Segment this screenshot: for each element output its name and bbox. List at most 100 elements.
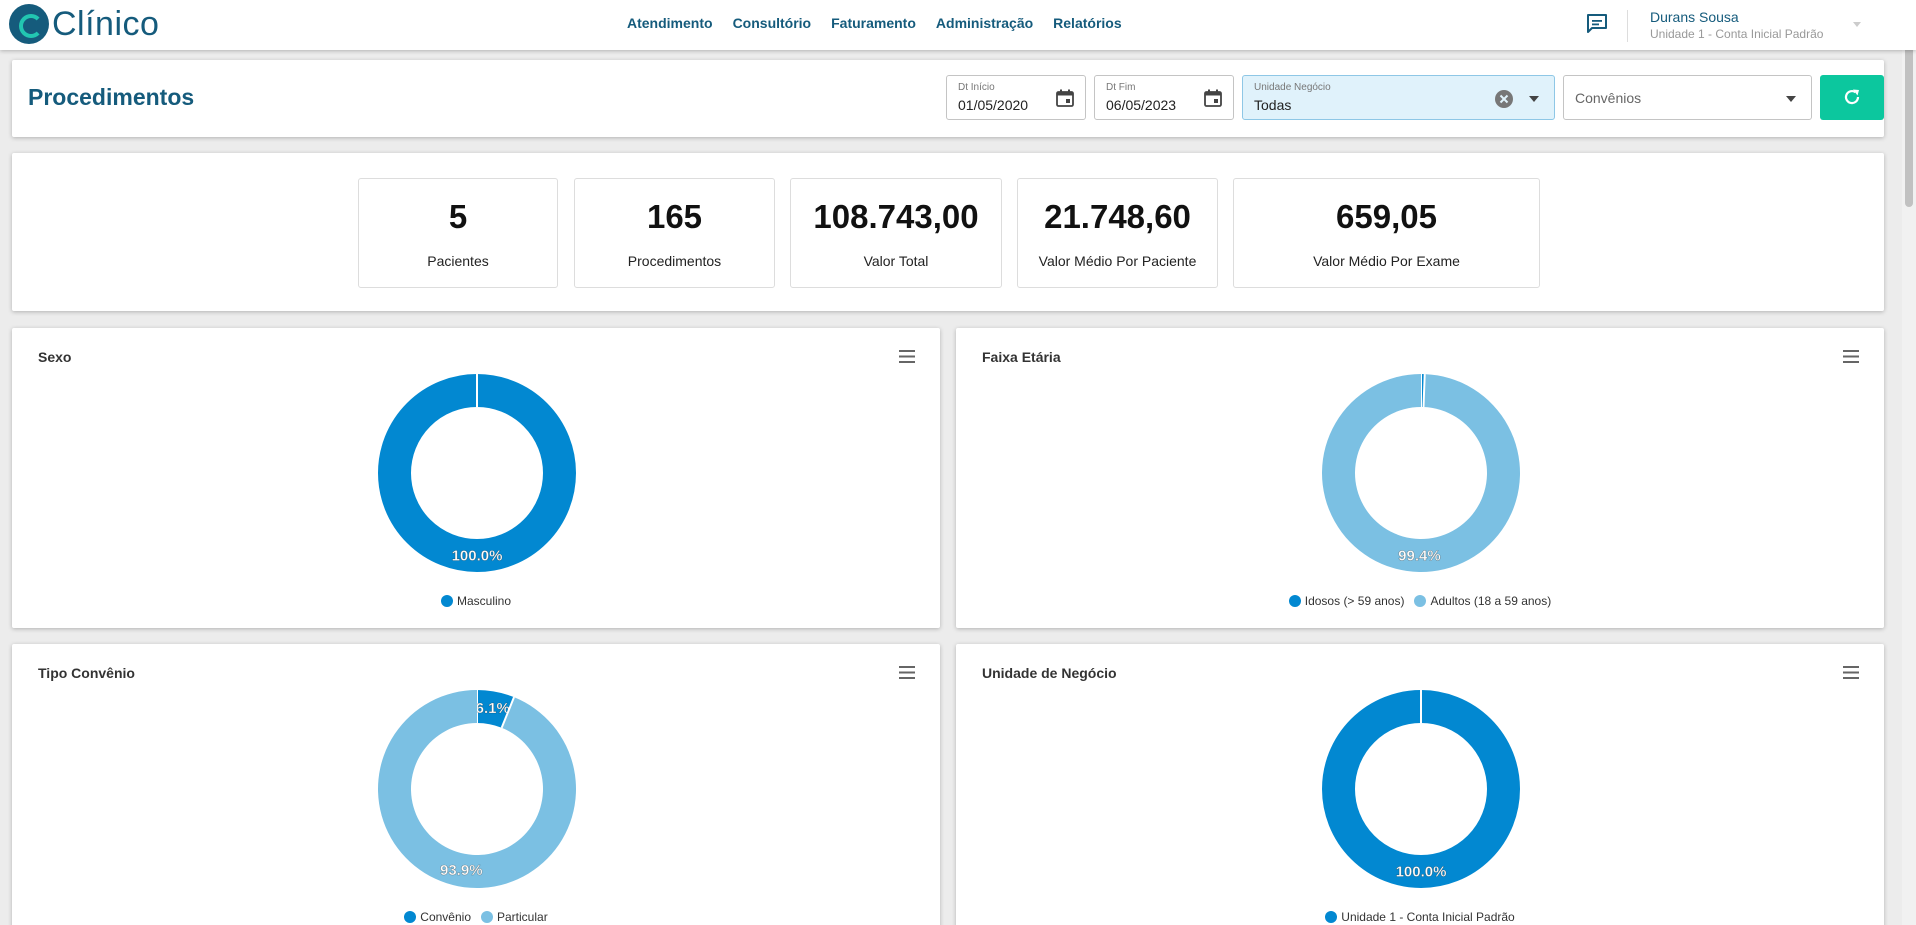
donut-chart: 100.0%	[378, 374, 576, 572]
chart-legend: Idosos (> 59 anos) Adultos (18 a 59 anos)	[956, 594, 1884, 608]
chevron-down-icon[interactable]	[1853, 22, 1861, 27]
legend-item[interactable]: Convênio	[404, 910, 471, 924]
start-date-label: Dt Início	[958, 82, 995, 93]
chart-title: Sexo	[38, 349, 72, 365]
slice-data-label: 93.9%	[440, 862, 483, 879]
user-name: Durans Sousa	[1650, 9, 1739, 25]
slice-separator	[1422, 374, 1426, 408]
kpi-valor-medio-paciente: 21.748,60 Valor Médio Por Paciente	[1017, 178, 1218, 288]
legend-label: Particular	[497, 910, 548, 924]
legend-item[interactable]: Idosos (> 59 anos)	[1288, 594, 1405, 608]
kpi-valor-total: 108.743,00 Valor Total	[790, 178, 1002, 288]
nav-item-atendimento[interactable]: Atendimento	[627, 15, 713, 31]
legend-item[interactable]: Particular	[481, 910, 548, 924]
donut-slice[interactable]	[1321, 374, 1520, 572]
legend-dot-icon	[404, 911, 417, 923]
kpi-value: 21.748,60	[1044, 198, 1191, 235]
slice-separator	[500, 696, 515, 729]
business-unit-select[interactable]: Unidade Negócio Todas	[1242, 75, 1555, 120]
chart-title: Faixa Etária	[982, 349, 1061, 365]
kpi-value: 165	[646, 198, 703, 235]
nav-item-consultorio[interactable]: Consultório	[732, 15, 812, 31]
menu-icon[interactable]	[899, 666, 915, 679]
nav-item-administracao[interactable]: Administração	[935, 15, 1034, 31]
chat-icon[interactable]	[1586, 14, 1608, 33]
kpi-value: 5	[448, 198, 468, 235]
legend-label: Adultos (18 a 59 anos)	[1430, 594, 1552, 608]
legend-dot-icon	[1288, 595, 1301, 607]
slice-data-label: 100.0%	[452, 548, 503, 565]
start-date-field[interactable]: Dt Início 01/05/2020	[946, 75, 1086, 120]
top-bar: Clínico Atendimento Consultório Faturame…	[0, 0, 1916, 50]
menu-icon[interactable]	[899, 350, 915, 363]
legend-item[interactable]: Masculino	[440, 594, 512, 608]
convenios-select[interactable]: Convênios	[1563, 75, 1812, 120]
legend-dot-icon	[1325, 911, 1338, 923]
slice-data-label: 6.1%	[476, 700, 510, 717]
logo-text: Clínico	[52, 5, 160, 43]
business-unit-value: Todas	[1254, 97, 1292, 113]
dropdown-arrow-icon[interactable]	[1529, 96, 1539, 102]
user-menu[interactable]: Durans Sousa Unidade 1 - Conta Inicial P…	[1650, 9, 1823, 41]
donut-chart: 100.0%	[1322, 690, 1520, 888]
legend-dot-icon	[481, 911, 493, 923]
page-scrollbar[interactable]	[1902, 0, 1916, 925]
start-date-value: 01/05/2020	[958, 97, 1029, 113]
chart-legend: Unidade 1 - Conta Inicial Padrão	[956, 910, 1884, 924]
chart-card-sexo: Sexo 100.0% Masculino	[12, 328, 940, 628]
refresh-icon	[1844, 89, 1860, 105]
page-header: Procedimentos Dt Início 01/05/2020 Dt Fi…	[12, 60, 1884, 137]
legend-label: Convênio	[420, 910, 471, 924]
menu-icon[interactable]	[1843, 666, 1859, 679]
legend-dot-icon	[1414, 595, 1427, 607]
legend-label: Unidade 1 - Conta Inicial Padrão	[1341, 910, 1515, 924]
menu-icon[interactable]	[1843, 350, 1859, 363]
donut-chart: 99.4%	[1321, 374, 1520, 572]
kpi-valor-medio-exame: 659,05 Valor Médio Por Exame	[1233, 178, 1540, 288]
page-title: Procedimentos	[28, 84, 195, 110]
donut-slice[interactable]	[378, 690, 576, 888]
legend-item[interactable]: Unidade 1 - Conta Inicial Padrão	[1325, 910, 1515, 924]
slice-data-label: 99.4%	[1398, 547, 1441, 564]
legend-dot-icon	[440, 595, 453, 607]
refresh-button[interactable]	[1820, 75, 1884, 120]
donut-slice[interactable]	[1322, 690, 1520, 888]
slice-data-label: 100.0%	[1396, 864, 1447, 881]
kpi-value: 108.743,00	[813, 198, 979, 235]
calendar-icon[interactable]	[1055, 88, 1075, 108]
legend-label: Masculino	[456, 594, 512, 608]
main-nav: Atendimento Consultório Faturamento Admi…	[627, 15, 1122, 31]
chart-legend: Convênio Particular	[12, 910, 940, 924]
end-date-label: Dt Fim	[1106, 82, 1136, 93]
end-date-field[interactable]: Dt Fim 06/05/2023	[1094, 75, 1234, 120]
nav-item-relatorios[interactable]: Relatórios	[1053, 15, 1122, 31]
kpi-value: 659,05	[1336, 198, 1437, 235]
donut-slice[interactable]	[378, 374, 576, 572]
kpi-label: Pacientes	[427, 253, 489, 269]
kpi-procedimentos: 165 Procedimentos	[574, 178, 775, 288]
kpi-pacientes: 5 Pacientes	[358, 178, 558, 288]
chart-legend: Masculino	[12, 594, 940, 608]
kpi-label: Procedimentos	[627, 253, 722, 269]
convenios-placeholder: Convênios	[1575, 90, 1642, 106]
chart-title: Unidade de Negócio	[982, 665, 1117, 681]
donut-chart: 6.1% 93.9%	[378, 690, 576, 888]
scrollbar-thumb[interactable]	[1905, 2, 1913, 207]
chart-card-faixa-etaria: Faixa Etária 99.4% Idosos (> 59 anos) Adu…	[956, 328, 1884, 628]
app-logo[interactable]: Clínico	[9, 4, 159, 44]
chart-title: Tipo Convênio	[38, 665, 135, 681]
calendar-icon[interactable]	[1203, 88, 1223, 108]
kpi-label: Valor Médio Por Paciente	[1038, 253, 1197, 269]
dropdown-arrow-icon[interactable]	[1786, 96, 1796, 102]
legend-item[interactable]: Adultos (18 a 59 anos)	[1414, 594, 1551, 608]
logo-mark-icon	[9, 4, 49, 44]
clear-icon[interactable]	[1494, 89, 1514, 109]
kpi-label: Valor Total	[863, 253, 929, 269]
end-date-value: 06/05/2023	[1106, 97, 1177, 113]
divider	[1627, 10, 1628, 42]
chart-card-unidade-negocio: Unidade de Negócio 100.0% Unidade 1 - Co…	[956, 644, 1884, 925]
chart-card-tipo-convenio: Tipo Convênio 6.1% 93.9% Convênio Particul…	[12, 644, 940, 925]
nav-item-faturamento[interactable]: Faturamento	[831, 15, 916, 31]
legend-label: Idosos (> 59 anos)	[1304, 594, 1405, 608]
kpi-label: Valor Médio Por Exame	[1313, 253, 1460, 269]
